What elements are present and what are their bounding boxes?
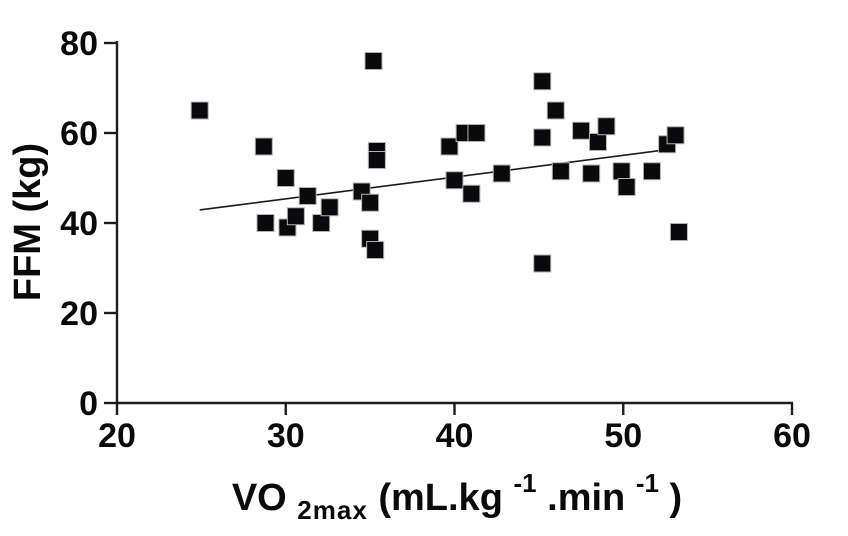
x-title-units-1: (mL.kg — [378, 477, 503, 519]
x-title-subscript: 2max — [297, 495, 368, 525]
data-point — [642, 162, 661, 181]
data-point — [254, 137, 273, 156]
x-title-base: VO — [232, 477, 287, 519]
x-axis-title: VO 2max (mL.kg -1 .min -1 ) — [232, 459, 682, 528]
y-axis-title: FFM (kg) — [7, 143, 49, 301]
data-point — [445, 171, 464, 190]
data-point — [467, 124, 486, 142]
data-point — [364, 52, 383, 70]
data-point — [298, 187, 317, 205]
data-point — [256, 214, 275, 232]
data-point — [367, 151, 386, 169]
y-tick-label: 40 — [60, 205, 98, 243]
y-tick-label: 60 — [60, 115, 98, 153]
x-tick-label: 40 — [436, 417, 474, 455]
trend-line — [199, 149, 664, 211]
x-tick-label: 50 — [604, 417, 642, 455]
x-tick-label: 60 — [773, 417, 811, 455]
data-point — [617, 178, 636, 196]
y-tick-label: 0 — [79, 385, 98, 423]
data-point — [366, 241, 385, 259]
data-point — [286, 207, 305, 226]
data-point — [361, 193, 380, 212]
x-title-units-2: .min — [547, 477, 625, 519]
data-point — [533, 72, 552, 91]
data-point — [462, 184, 481, 203]
data-point — [572, 121, 591, 140]
data-point — [440, 137, 459, 156]
y-tick-label: 20 — [60, 295, 98, 333]
data-point — [276, 169, 295, 187]
x-tick-label: 20 — [98, 417, 136, 455]
data-point — [533, 128, 552, 147]
data-point — [582, 164, 601, 183]
trend-line-group — [199, 149, 664, 211]
x-ticks-group: 20 30 40 50 60 — [98, 403, 811, 455]
y-tick-label: 80 — [60, 25, 98, 63]
data-point — [492, 164, 511, 183]
data-point — [612, 162, 631, 181]
data-point — [588, 133, 607, 151]
data-point — [669, 223, 688, 241]
data-point — [546, 101, 565, 120]
data-point — [666, 126, 685, 145]
y-ticks-group: 0 20 40 60 80 — [60, 25, 117, 423]
x-title-superscript-2: -1 — [636, 468, 659, 498]
data-point — [551, 162, 570, 181]
data-point — [597, 117, 616, 136]
data-points-group — [190, 52, 688, 273]
x-title-superscript-1: -1 — [513, 468, 536, 498]
data-point — [320, 198, 339, 217]
x-title-units-3: ) — [670, 477, 683, 519]
data-point — [190, 101, 209, 120]
x-tick-label: 30 — [267, 417, 305, 455]
data-point — [312, 214, 331, 232]
data-point — [533, 254, 552, 273]
